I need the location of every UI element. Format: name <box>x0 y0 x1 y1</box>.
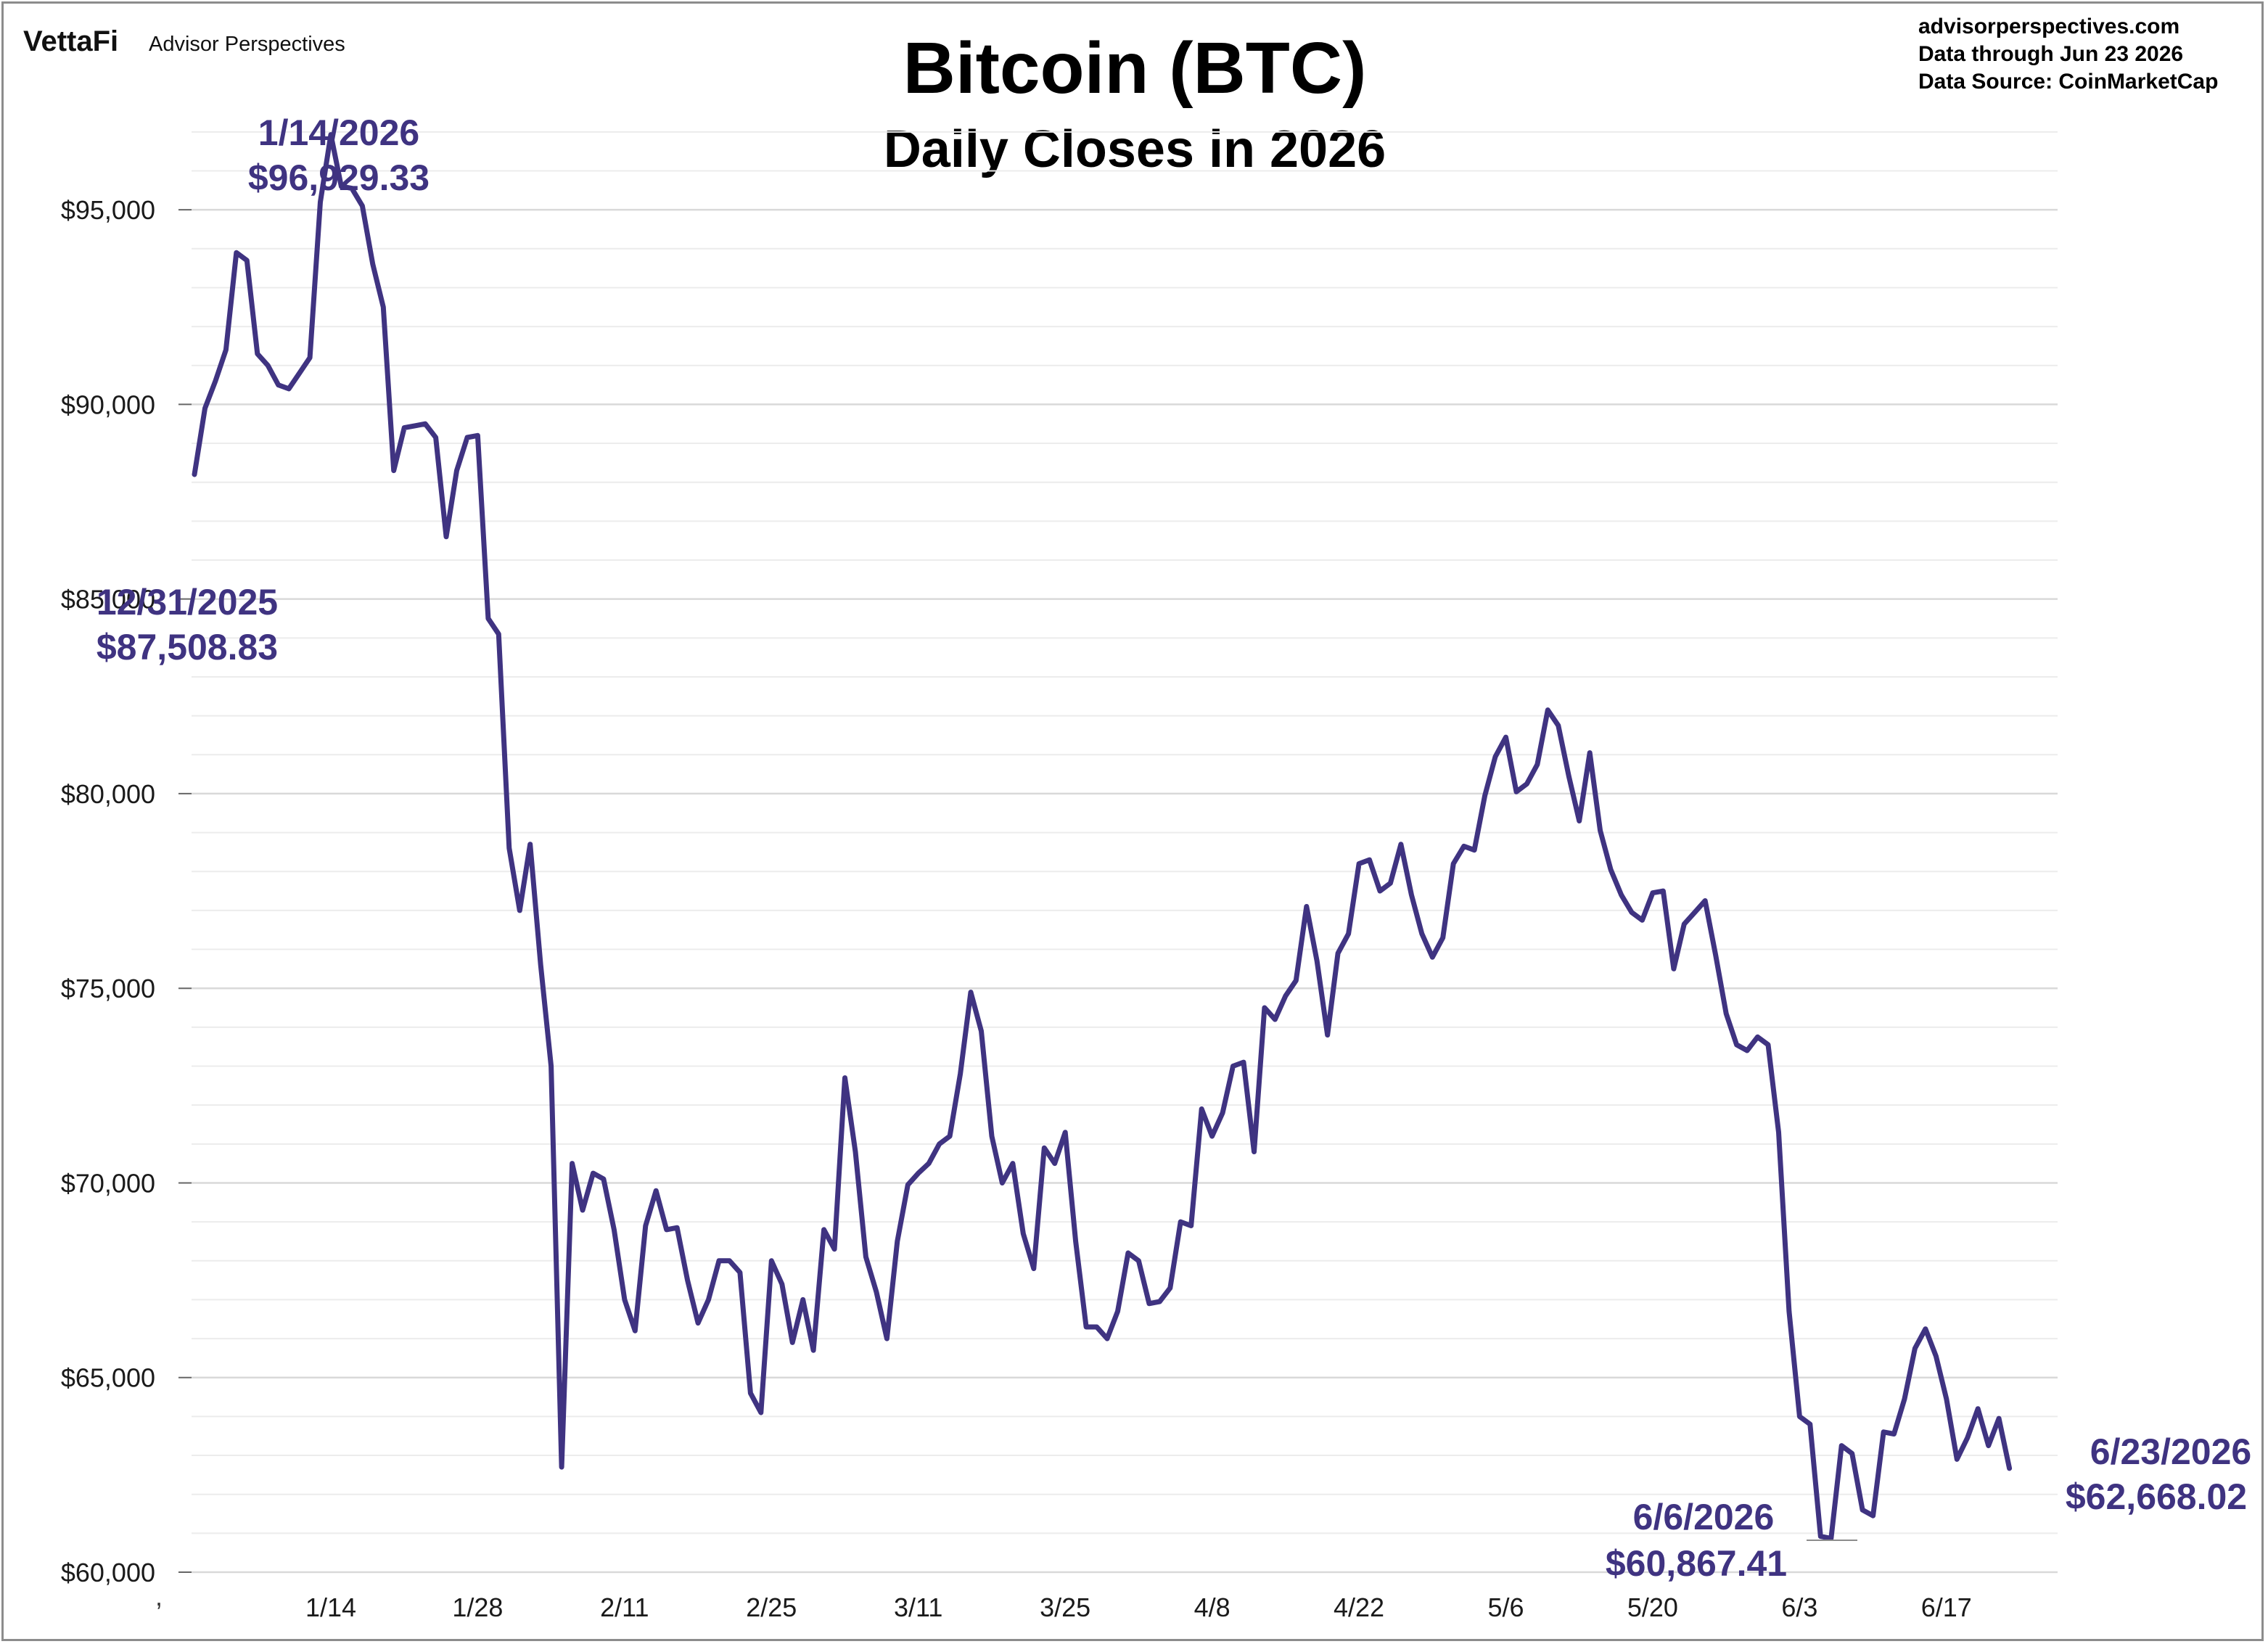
annotation-peak: 1/14/2026 $96,929.33 <box>248 112 430 198</box>
data-source-note: Data Source: CoinMarketCap <box>1918 70 2218 94</box>
annotation-end-date: 6/23/2026 <box>2090 1431 2251 1472</box>
x-axis-origin-mark: , <box>155 1582 163 1611</box>
annotation-peak-date: 1/14/2026 <box>258 112 419 153</box>
x-tick-label: 5/6 <box>1487 1592 1524 1622</box>
x-tick-label: 6/3 <box>1781 1592 1817 1622</box>
annotation-start-date: 12/31/2025 <box>96 582 278 622</box>
annotation-end: 6/23/2026 $62,668.02 <box>2066 1431 2251 1517</box>
x-tick-label: 1/28 <box>452 1592 503 1622</box>
x-tick-label: 4/22 <box>1334 1592 1384 1622</box>
chart-title: Bitcoin (BTC) <box>903 28 1367 109</box>
grid-lines <box>192 131 2058 1574</box>
vettafi-logo: VettaFi <box>23 25 118 57</box>
y-tick-label: $75,000 <box>61 974 155 1003</box>
annotation-peak-value: $96,929.33 <box>248 157 430 198</box>
annotation-low: 6/6/2026 $60,867.41 <box>1606 1497 1857 1584</box>
x-tick-label: 2/25 <box>746 1592 797 1622</box>
y-tick-label: $90,000 <box>61 390 155 419</box>
annotation-start-value: $87,508.83 <box>96 627 278 667</box>
series-group <box>192 132 2013 1541</box>
y-tick-label: $80,000 <box>61 779 155 809</box>
x-tick-label: 6/17 <box>1921 1592 1972 1622</box>
annotation-low-value: $60,867.41 <box>1606 1543 1787 1584</box>
x-tick-label: 2/11 <box>600 1592 649 1622</box>
y-tick-label: $85,000 <box>61 585 155 615</box>
x-tick-label: 5/20 <box>1627 1592 1678 1622</box>
y-tick-label: $70,000 <box>61 1168 155 1198</box>
x-tick-label: 4/8 <box>1194 1592 1230 1622</box>
annotation-low-date: 6/6/2026 <box>1633 1497 1775 1537</box>
advisor-perspectives-logo: Advisor Perspectives <box>149 33 345 56</box>
annotation-start: 12/31/2025 $87,508.83 <box>96 582 278 667</box>
btc-price-line <box>192 132 2013 1541</box>
x-tick-label: 1/14 <box>305 1592 356 1622</box>
data-through-note: Data through Jun 23 2026 <box>1918 42 2183 66</box>
x-tick-label: 3/11 <box>894 1592 942 1622</box>
source-website: advisorperspectives.com <box>1918 15 2179 38</box>
y-axis: $60,000 $65,000 $70,000 $75,000 $80,000 $85,0… <box>61 195 192 1587</box>
y-tick-label: $60,000 <box>61 1558 155 1587</box>
y-tick-label: $65,000 <box>61 1363 155 1393</box>
chart-subtitle: Daily Closes in 2026 <box>884 120 1386 178</box>
x-tick-label: 3/25 <box>1040 1592 1090 1622</box>
annotation-end-value: $62,668.02 <box>2066 1476 2247 1517</box>
y-tick-label: $95,000 <box>61 195 155 225</box>
x-axis: 1/14 1/28 2/11 2/25 3/11 3/25 4/8 4/22 5/6 5/20 6/… <box>305 1592 1972 1622</box>
